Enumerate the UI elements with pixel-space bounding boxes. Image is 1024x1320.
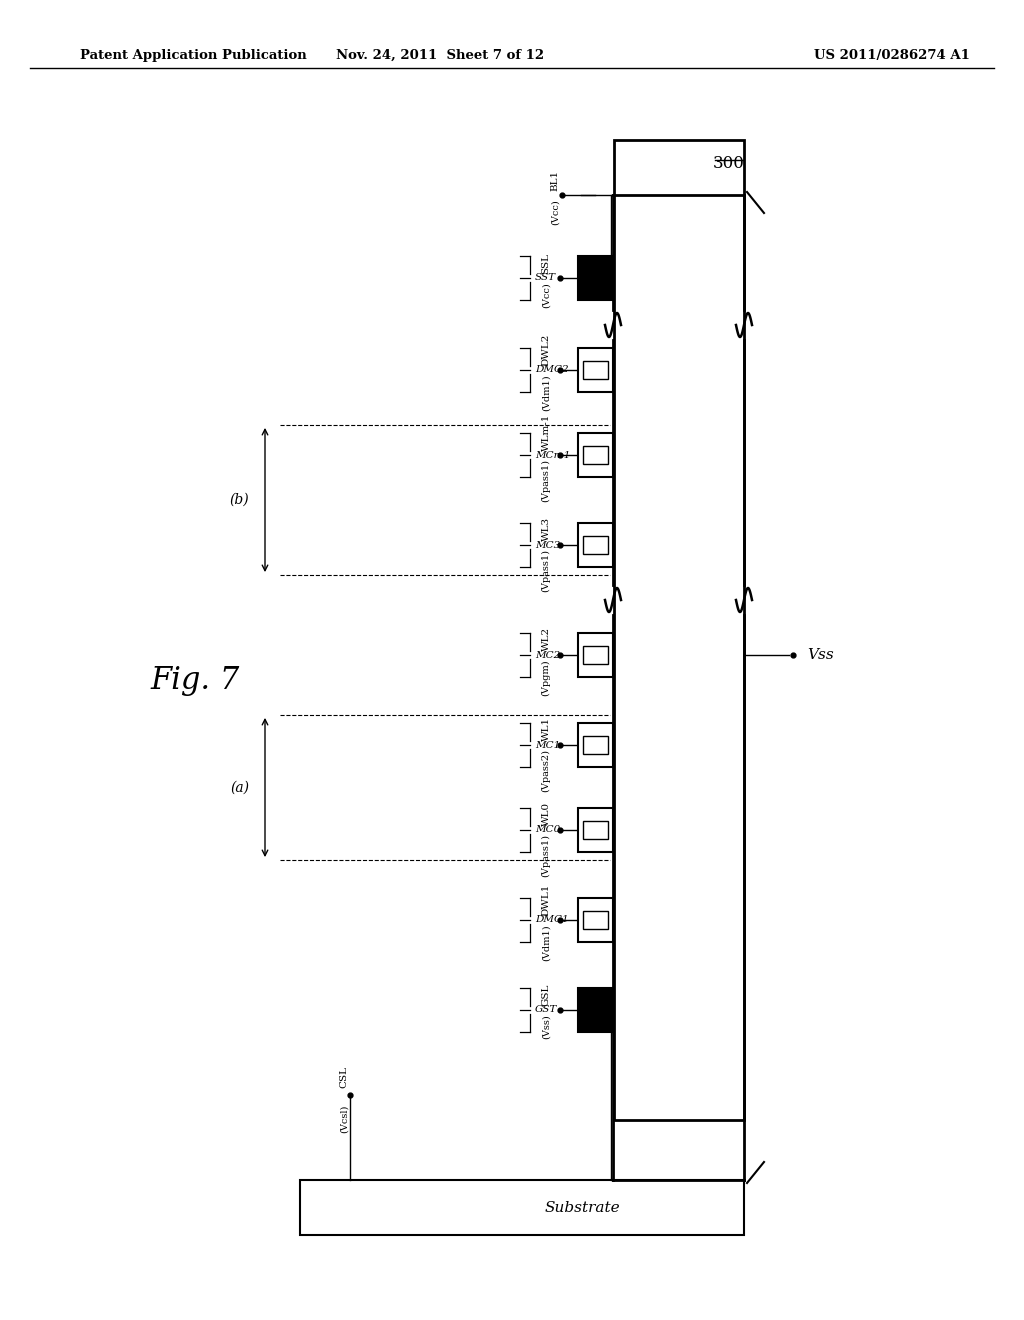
Text: (Vdm1): (Vdm1): [542, 374, 551, 411]
Text: Substrate: Substrate: [544, 1200, 620, 1214]
Text: (Vdm1): (Vdm1): [542, 924, 551, 961]
Text: Fig. 7: Fig. 7: [151, 664, 240, 696]
Text: MCn-1: MCn-1: [535, 450, 570, 459]
Text: WL1: WL1: [542, 717, 551, 741]
Text: MC0: MC0: [535, 825, 560, 834]
Text: MC3: MC3: [535, 540, 560, 549]
Text: WL3: WL3: [542, 517, 551, 541]
Text: MC1: MC1: [535, 741, 560, 750]
Text: DWL1: DWL1: [542, 883, 551, 916]
Bar: [583, 737, 608, 754]
Bar: [578, 348, 613, 392]
Bar: [578, 898, 613, 942]
Text: SSL: SSL: [542, 253, 551, 275]
Text: DMC2: DMC2: [535, 366, 568, 375]
Text: BL1: BL1: [551, 170, 559, 191]
Bar: [578, 808, 613, 851]
Text: WL0: WL0: [542, 801, 551, 826]
Bar: [300, 1180, 744, 1236]
Bar: [583, 821, 608, 840]
Bar: [614, 140, 744, 1119]
Text: GST: GST: [535, 1006, 557, 1015]
Text: SST: SST: [535, 273, 556, 282]
Text: (Vpass2): (Vpass2): [542, 748, 551, 792]
Bar: [578, 523, 613, 568]
Text: DWL2: DWL2: [542, 334, 551, 366]
Text: (Vcc): (Vcc): [542, 282, 551, 308]
Text: Nov. 24, 2011  Sheet 7 of 12: Nov. 24, 2011 Sheet 7 of 12: [336, 49, 544, 62]
Bar: [583, 536, 608, 554]
Text: US 2011/0286274 A1: US 2011/0286274 A1: [814, 49, 970, 62]
Text: DMC1: DMC1: [535, 916, 568, 924]
Text: MC2: MC2: [535, 651, 560, 660]
Text: 300: 300: [713, 154, 744, 172]
Bar: [583, 446, 608, 465]
Text: (Vpass1): (Vpass1): [542, 834, 551, 876]
Text: (Vpass1): (Vpass1): [542, 549, 551, 591]
Bar: [583, 360, 608, 379]
Text: CSL: CSL: [340, 1067, 348, 1088]
Text: (Vpgm): (Vpgm): [542, 659, 551, 696]
Bar: [583, 645, 608, 664]
Text: WLm-1: WLm-1: [542, 413, 551, 451]
Text: Vss: Vss: [807, 648, 834, 663]
Text: WL2: WL2: [542, 627, 551, 651]
Text: (Vcsl): (Vcsl): [340, 1105, 348, 1134]
Bar: [578, 256, 613, 300]
Bar: [578, 723, 613, 767]
Text: (a): (a): [230, 780, 249, 795]
Bar: [578, 433, 613, 477]
Text: (Vcc): (Vcc): [551, 199, 559, 224]
Bar: [578, 987, 613, 1032]
Text: (b): (b): [229, 492, 249, 507]
Text: (Vss): (Vss): [542, 1014, 551, 1039]
Text: Patent Application Publication: Patent Application Publication: [80, 49, 307, 62]
Bar: [583, 911, 608, 929]
Text: (Vpass1): (Vpass1): [542, 459, 551, 502]
Bar: [578, 634, 613, 677]
Text: GSL: GSL: [542, 983, 551, 1006]
